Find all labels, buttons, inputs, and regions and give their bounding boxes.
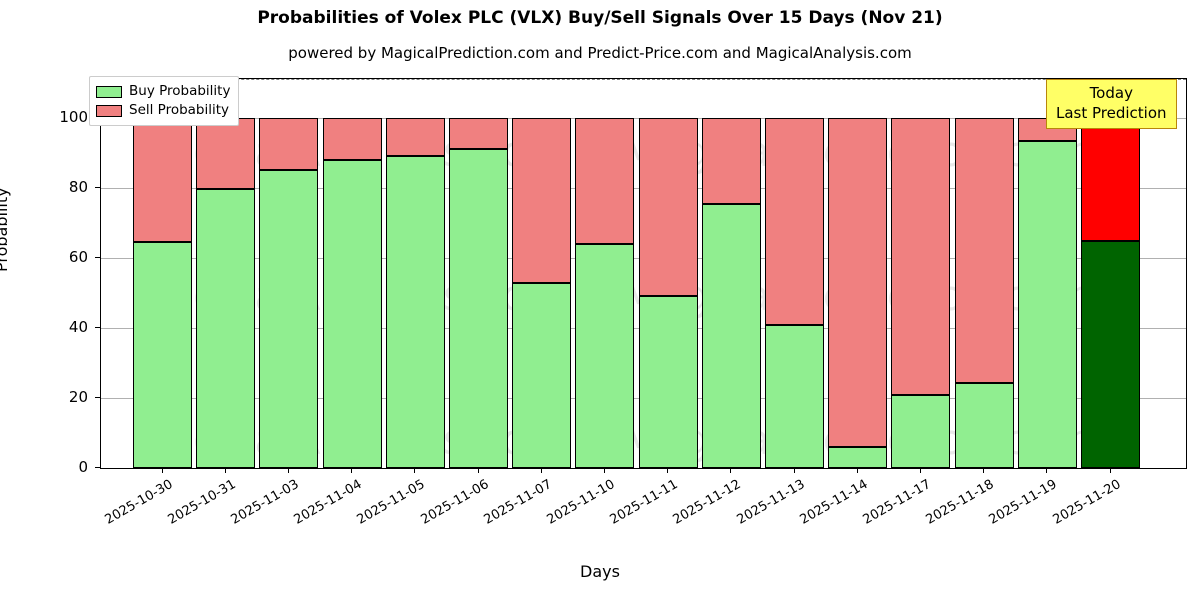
bar-segment-buy[interactable] <box>954 383 1014 468</box>
bar-segment-sell[interactable] <box>259 117 319 170</box>
bar-segment-buy[interactable] <box>1017 141 1077 468</box>
y-axis-tick-mark <box>95 186 100 188</box>
bar-segment-sell[interactable] <box>954 117 1014 384</box>
bar-segment-sell[interactable] <box>638 117 698 297</box>
bar-segment-buy[interactable] <box>701 203 761 468</box>
bar-segment-buy[interactable] <box>196 188 256 468</box>
bar-segment-sell[interactable] <box>765 117 824 325</box>
x-axis-tick-mark <box>1109 468 1111 473</box>
bar-column[interactable] <box>1017 79 1077 468</box>
bar-segment-sell[interactable] <box>575 117 635 245</box>
bar-segment-sell[interactable] <box>449 117 508 149</box>
threshold-dashed-line <box>101 79 1186 80</box>
x-axis-tick-mark <box>351 468 353 473</box>
legend-swatch-buy <box>96 85 122 98</box>
today-annotation: Today Last Prediction <box>1046 79 1177 129</box>
x-axis-tick-mark <box>161 468 163 473</box>
bar-segment-sell[interactable] <box>828 117 888 447</box>
x-axis-tick-mark <box>477 468 479 473</box>
bar-column[interactable] <box>891 79 951 468</box>
bar-column[interactable] <box>385 79 445 468</box>
y-axis-tick-mark <box>95 467 100 468</box>
y-axis-tick-mark <box>95 326 100 328</box>
bar-segment-buy[interactable] <box>385 156 445 468</box>
bar-column[interactable] <box>638 79 698 468</box>
plot-inner: MagicalAnalysis.comMagicalPrediction.com… <box>101 79 1186 468</box>
bar-segment-buy[interactable] <box>638 296 698 468</box>
bar-segment-buy[interactable] <box>891 395 951 468</box>
today-annotation-line1: Today <box>1089 84 1133 102</box>
x-axis-label: Days <box>580 562 620 581</box>
bar-segment-sell[interactable] <box>133 117 192 242</box>
x-axis-tick-mark <box>730 468 732 473</box>
bar-segment-buy[interactable] <box>449 148 508 468</box>
bar-column[interactable] <box>701 79 761 468</box>
bar-segment-buy[interactable] <box>1081 240 1140 468</box>
legend-item-buy: Buy Probability <box>96 82 230 101</box>
bar-segment-sell[interactable] <box>891 117 951 396</box>
bar-segment-sell[interactable] <box>701 117 761 204</box>
bar-segment-buy[interactable] <box>828 446 888 468</box>
bar-column[interactable] <box>449 79 508 468</box>
bar-segment-sell[interactable] <box>385 117 445 157</box>
y-axis-label: Probability <box>0 187 11 272</box>
legend-label-sell: Sell Probability <box>129 102 230 118</box>
x-axis-tick-mark <box>793 468 795 473</box>
x-axis-tick-mark <box>856 468 858 473</box>
bar-column[interactable] <box>828 79 888 468</box>
today-annotation-line2: Last Prediction <box>1056 104 1167 122</box>
y-axis-tick-label: 80 <box>68 177 88 196</box>
x-axis-tick-mark <box>603 468 605 473</box>
x-axis-tick-mark <box>1046 468 1048 473</box>
legend-swatch-sell <box>96 104 122 117</box>
x-axis-tick-mark <box>667 468 669 473</box>
page-title: Probabilities of Volex PLC (VLX) Buy/Sel… <box>257 8 943 28</box>
plot-area: MagicalAnalysis.comMagicalPrediction.com… <box>100 78 1187 469</box>
x-axis-tick-mark <box>540 468 542 473</box>
bar-segment-sell[interactable] <box>1081 117 1140 241</box>
x-axis-tick-mark <box>287 468 289 473</box>
y-axis-tick-mark <box>95 396 100 398</box>
bar-segment-buy[interactable] <box>133 241 192 468</box>
bar-segment-buy[interactable] <box>259 169 319 468</box>
bar-column[interactable] <box>133 79 192 468</box>
bar-segment-buy[interactable] <box>765 325 824 468</box>
bar-column[interactable] <box>196 79 256 468</box>
y-axis-tick-label: 20 <box>68 387 88 406</box>
chart-subtitle: powered by MagicalPrediction.com and Pre… <box>288 44 912 62</box>
bar-segment-sell[interactable] <box>512 117 572 284</box>
y-axis-tick-mark <box>95 256 100 258</box>
bar-column[interactable] <box>1081 79 1140 468</box>
bar-column[interactable] <box>575 79 635 468</box>
bar-column[interactable] <box>322 79 382 468</box>
x-axis-tick-mark <box>414 468 416 473</box>
bar-segment-buy[interactable] <box>512 283 572 468</box>
x-axis-tick-mark <box>919 468 921 473</box>
legend-label-buy: Buy Probability <box>129 83 231 99</box>
bar-column[interactable] <box>259 79 319 468</box>
bar-column[interactable] <box>954 79 1014 468</box>
x-axis-tick-mark <box>983 468 985 473</box>
x-axis-tick-mark <box>224 468 226 473</box>
bar-column[interactable] <box>765 79 824 468</box>
y-axis-tick-label: 100 <box>59 107 88 126</box>
bar-segment-buy[interactable] <box>575 244 635 468</box>
y-axis-tick-label: 60 <box>68 247 88 266</box>
y-axis-tick-label: 0 <box>78 458 88 476</box>
bar-segment-sell[interactable] <box>322 117 382 161</box>
bar-segment-sell[interactable] <box>196 117 256 189</box>
legend-item-sell: Sell Probability <box>96 101 230 120</box>
chart-legend: Buy Probability Sell Probability <box>89 76 240 126</box>
y-axis-tick-label: 40 <box>68 317 88 336</box>
bar-column[interactable] <box>512 79 572 468</box>
bar-segment-buy[interactable] <box>322 160 382 468</box>
